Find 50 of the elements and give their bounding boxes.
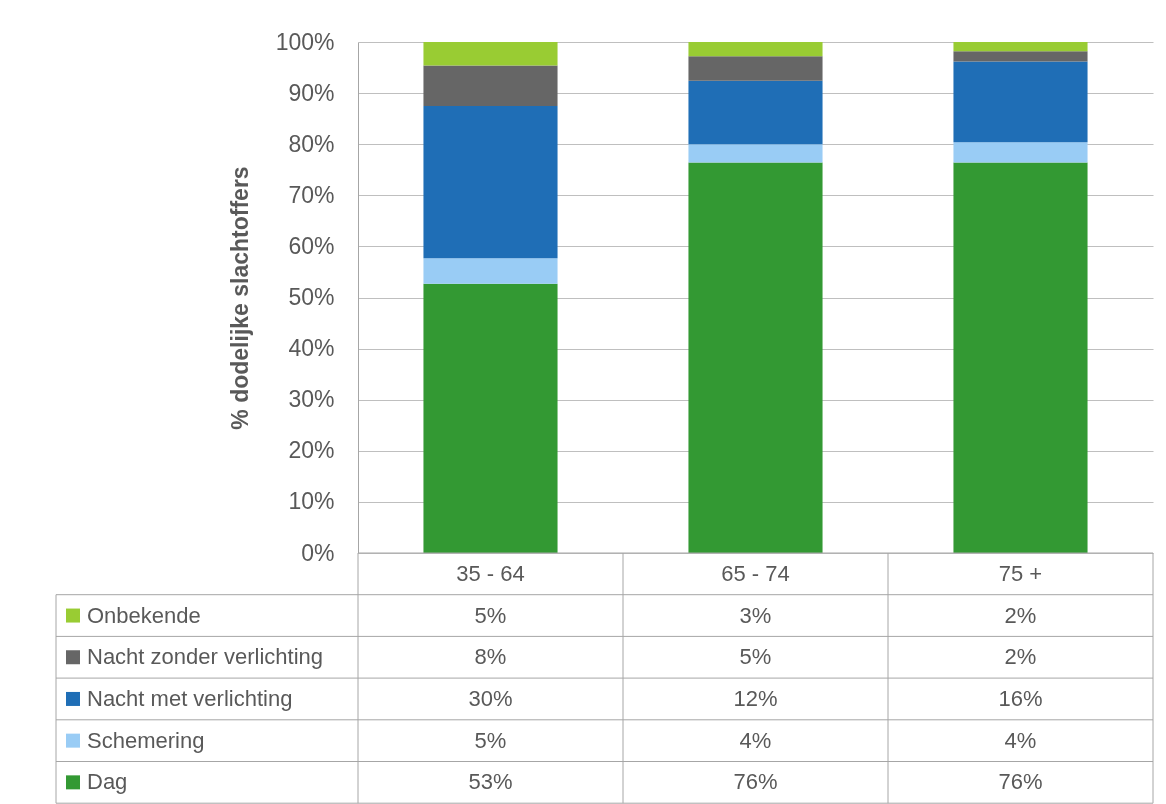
- legend-label: Onbekende: [87, 602, 201, 628]
- data-label: 76%: [998, 769, 1043, 795]
- bar: [953, 51, 1088, 62]
- bar: [423, 105, 558, 259]
- bar: [423, 258, 558, 284]
- legend-label: Nacht zonder verlichting: [87, 644, 324, 670]
- bar: [423, 65, 558, 106]
- bar: [688, 80, 823, 145]
- x-tick-label: 75 +: [998, 561, 1043, 587]
- y-tick-label: 20%: [288, 437, 335, 464]
- bar: [953, 162, 1088, 553]
- data-label: 76%: [733, 769, 778, 795]
- bar: [688, 144, 823, 163]
- y-tick-label: 80%: [288, 130, 335, 157]
- y-tick-label: 10%: [288, 488, 335, 515]
- data-label: 12%: [733, 685, 778, 711]
- bar: [688, 42, 823, 57]
- legend-label: Dag: [87, 769, 128, 795]
- data-label: 53%: [468, 769, 513, 795]
- y-tick-label: 70%: [288, 181, 335, 208]
- data-label: 4%: [1004, 727, 1037, 753]
- x-tick-label: 65 - 74: [721, 561, 790, 587]
- bar: [688, 162, 823, 553]
- y-tick-label: 60%: [288, 232, 335, 259]
- data-label: 2%: [1004, 644, 1037, 670]
- x-tick-label: 35 - 64: [456, 561, 525, 587]
- bar: [953, 61, 1088, 143]
- data-label: 2%: [1004, 602, 1037, 628]
- data-label: 8%: [474, 644, 507, 670]
- y-tick-label: 50%: [288, 284, 335, 310]
- bar: [423, 42, 558, 66]
- data-label: 5%: [474, 727, 507, 753]
- bar: [423, 283, 558, 553]
- data-label: 16%: [998, 685, 1043, 711]
- y-tick-label: 90%: [288, 79, 335, 106]
- legend-label: Nacht met verlichting: [87, 685, 293, 711]
- data-label: 4%: [739, 727, 772, 753]
- data-label: 5%: [739, 644, 772, 670]
- legend-label: Schemering: [87, 727, 205, 753]
- y-tick-label: 100%: [275, 28, 335, 55]
- y-tick-label: 0%: [301, 539, 335, 566]
- y-axis-title: % dodelijke slachtoffers: [226, 166, 253, 430]
- y-tick-label: 40%: [288, 335, 335, 362]
- data-label: 5%: [474, 602, 507, 628]
- y-tick-label: 30%: [288, 386, 335, 413]
- bar: [688, 56, 823, 81]
- bar: [953, 42, 1088, 52]
- data-label: 3%: [739, 602, 772, 628]
- data-label: 30%: [468, 685, 513, 711]
- bar: [953, 142, 1088, 163]
